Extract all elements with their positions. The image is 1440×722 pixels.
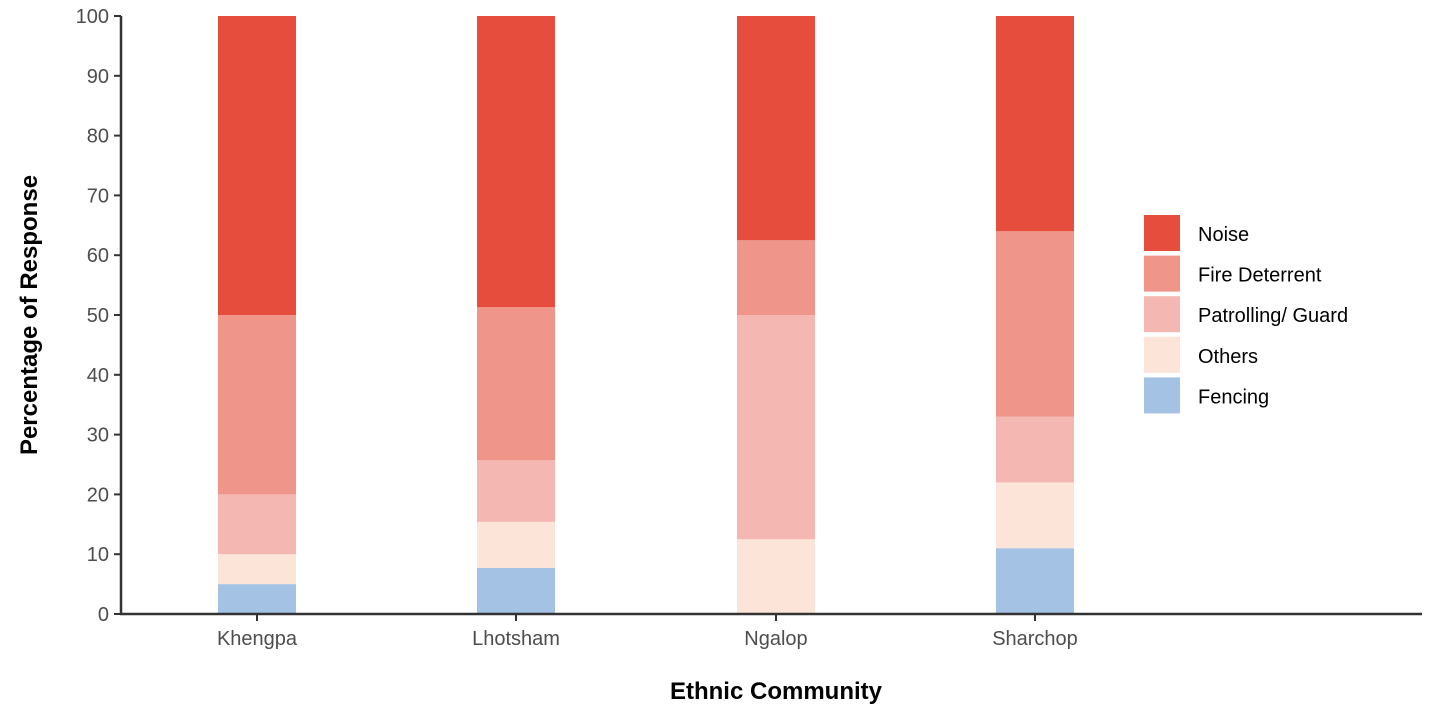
x-tick-label: Khengpa [217,628,298,650]
y-tick-label: 40 [87,365,109,387]
legend-key [1144,296,1180,333]
bar-segment-ngalop-patrolling-guard [737,315,815,540]
y-tick-label: 30 [87,425,109,447]
bar-segment-lhotsham-patrolling-guard [477,460,555,522]
bar-segment-sharchop-fire-deterrent [996,231,1074,417]
y-tick-label: 50 [87,305,109,327]
bar-segment-ngalop-others [737,539,815,614]
bar-segment-sharchop-noise [996,16,1074,232]
bars-layer [218,16,1074,614]
legend-label: Fencing [1198,386,1269,408]
bar-segment-lhotsham-noise [477,16,555,308]
bar-segment-lhotsham-others [477,521,555,568]
x-axis-title: Ethnic Community [670,678,883,705]
y-tick-label: 20 [87,484,109,506]
bar-segment-ngalop-noise [737,16,815,241]
y-tick-label: 0 [98,604,109,626]
legend-label: Patrolling/ Guard [1198,305,1348,327]
bar-segment-sharchop-patrolling-guard [996,416,1074,483]
y-tick-label: 70 [87,185,109,207]
bar-segment-sharchop-others [996,482,1074,549]
bar-segment-khengpa-fire-deterrent [218,315,296,495]
legend-key [1144,377,1180,414]
bar-segment-ngalop-fire-deterrent [737,240,815,315]
bar-segment-lhotsham-fire-deterrent [477,307,555,461]
bar-segment-khengpa-patrolling-guard [218,494,296,555]
x-tick-label: Ngalop [744,628,807,650]
bar-segment-khengpa-fencing [218,584,296,614]
y-tick-label: 60 [87,245,109,267]
x-ticks: Khengpa Lhotsham Ngalop Sharchop [217,614,1078,650]
y-tick-label: 10 [87,544,109,566]
legend-key [1144,255,1180,292]
bar-segment-sharchop-fencing [996,548,1074,614]
legend-key [1144,215,1180,251]
y-ticks: 0 10 20 30 40 50 60 70 80 90 100 [76,6,121,626]
bar-segment-lhotsham-fencing [477,567,555,614]
legend-label: Others [1198,346,1258,368]
x-tick-label: Sharchop [992,628,1078,650]
y-tick-label: 80 [87,126,109,148]
y-tick-label: 90 [87,66,109,88]
legend-label: Noise [1198,224,1249,246]
bar-segment-khengpa-others [218,554,296,585]
legend: Noise Fire Deterrent Patrolling/ Guard Othe… [1144,215,1348,414]
legend-label: Fire Deterrent [1198,265,1322,287]
bar-segment-khengpa-noise [218,16,296,315]
legend-key [1144,336,1180,373]
y-axis-title: Percentage of Response [16,175,43,455]
y-tick-label: 100 [76,6,109,28]
x-tick-label: Lhotsham [472,628,560,650]
